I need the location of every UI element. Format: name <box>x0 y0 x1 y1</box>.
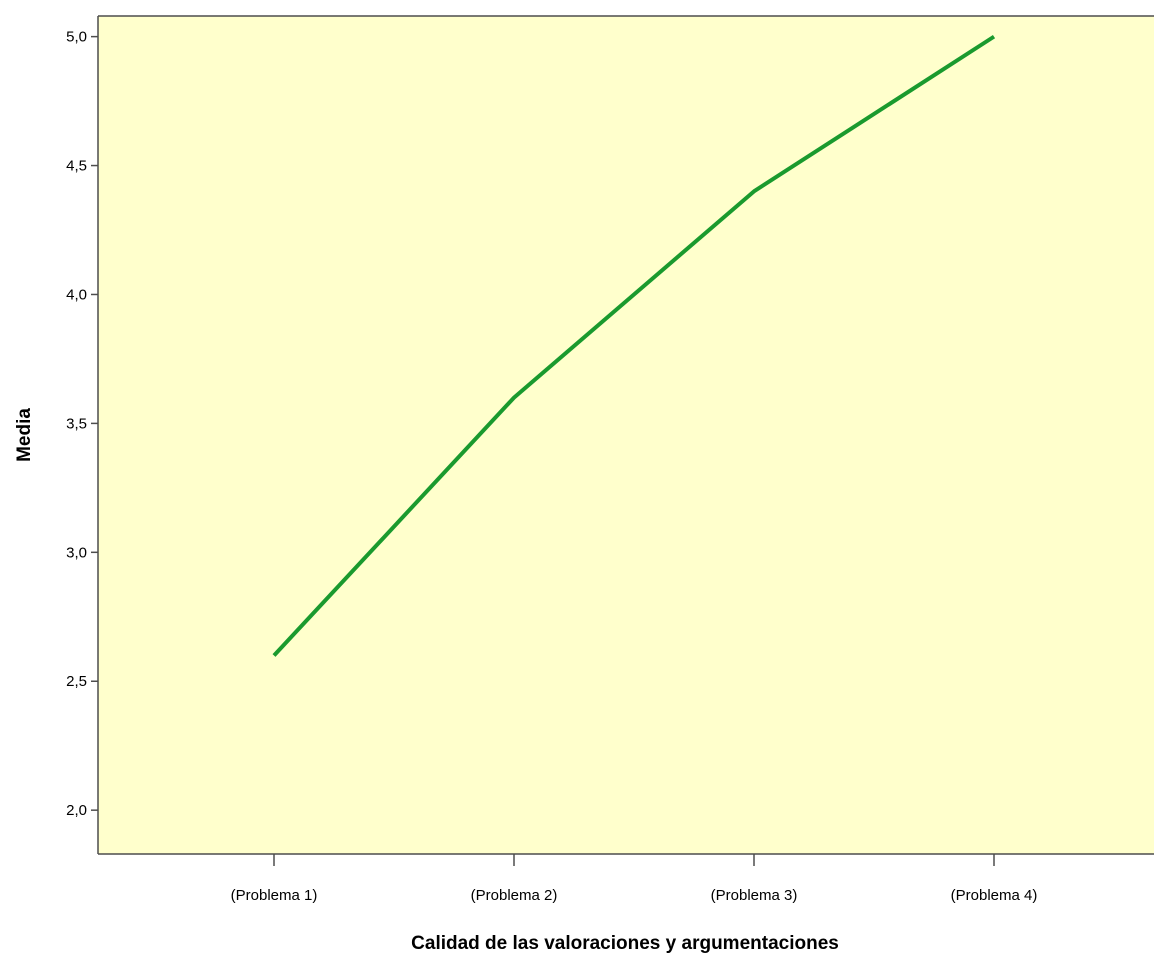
y-tick-label: 4,0 <box>66 286 87 303</box>
y-tick-label: 2,5 <box>66 673 87 690</box>
y-tick-label: 4,5 <box>66 158 87 175</box>
y-tick-label: 3,5 <box>66 415 87 432</box>
y-axis: 2,0 2,5 3,0 3,5 4,0 4,5 5,0 <box>66 15 1154 854</box>
y-axis-title: Media <box>14 408 35 462</box>
series-layer <box>272 34 996 657</box>
series-line <box>272 34 996 657</box>
x-tick-label: (Problema 3) <box>711 887 798 904</box>
y-tick-label: 2,0 <box>66 802 87 819</box>
x-tick-label: (Problema 2) <box>471 887 558 904</box>
x-tick-label: (Problema 1) <box>231 887 318 904</box>
x-tick-label: (Problema 4) <box>951 887 1038 904</box>
x-axis: (Problema 1) (Problema 2) (Problema 3) (Pro… <box>98 853 1154 904</box>
x-axis-title: Calidad de las valoraciones y argumentac… <box>411 933 839 954</box>
plot-area-background <box>98 16 1154 854</box>
y-tick-label: 3,0 <box>66 544 87 561</box>
y-tick-label: 5,0 <box>66 29 87 46</box>
